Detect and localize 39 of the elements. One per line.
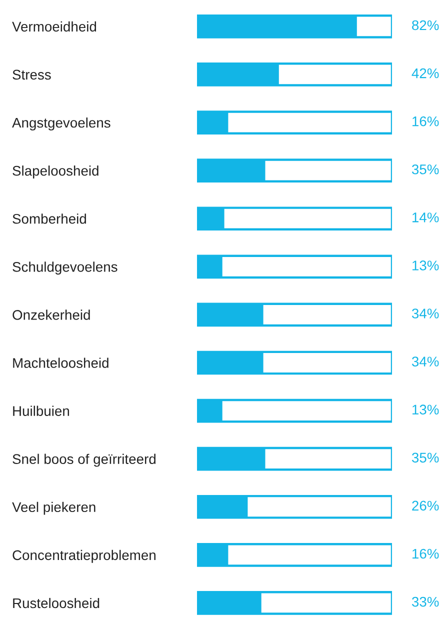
y-tick-label: Concentratieproblemen bbox=[12, 550, 156, 563]
y-tick-label: Angstgevoelens bbox=[12, 117, 110, 130]
bar bbox=[197, 206, 392, 231]
data-label: 13% bbox=[412, 404, 439, 415]
bar bbox=[197, 591, 392, 615]
data-label: 35% bbox=[412, 164, 439, 174]
y-tick-label: Rusteloosheid bbox=[13, 598, 100, 608]
data-label: 16% bbox=[412, 548, 439, 559]
data-label: 42% bbox=[412, 68, 439, 78]
data-label: 34% bbox=[412, 356, 439, 366]
y-tick-label: Machteloosheid bbox=[13, 358, 108, 368]
bar bbox=[197, 302, 392, 327]
bar bbox=[197, 446, 392, 471]
bar bbox=[197, 543, 392, 567]
bar bbox=[197, 14, 392, 38]
y-tick-label: Huilbuien bbox=[13, 406, 70, 416]
y-tick-label: Snel boos of geïrriteerd bbox=[12, 454, 156, 467]
data-label: 33% bbox=[412, 596, 439, 607]
bar bbox=[197, 350, 392, 375]
bar bbox=[197, 254, 392, 279]
y-tick-label: Schuldgevoelens bbox=[12, 262, 118, 275]
bar bbox=[197, 494, 392, 519]
y-tick-label: Onzekerheid bbox=[12, 310, 90, 320]
y-tick-label: Slapeloosheid bbox=[12, 166, 98, 178]
data-label: 34% bbox=[412, 308, 439, 318]
data-label: 16% bbox=[412, 116, 439, 126]
data-label: 26% bbox=[412, 500, 439, 511]
data-label: 13% bbox=[412, 260, 439, 270]
data-label: 82% bbox=[412, 20, 439, 30]
data-label: 14% bbox=[412, 212, 439, 222]
y-tick-label: Stress bbox=[12, 70, 51, 80]
bar bbox=[197, 62, 392, 86]
y-tick-label: Veel piekeren bbox=[12, 502, 96, 515]
y-tick-label: Vermoeidheid bbox=[12, 21, 96, 32]
bar bbox=[197, 110, 392, 134]
bar bbox=[197, 398, 392, 423]
bar bbox=[197, 158, 392, 182]
data-label: 35% bbox=[412, 452, 439, 463]
y-tick-label: Somberheid bbox=[12, 214, 86, 224]
